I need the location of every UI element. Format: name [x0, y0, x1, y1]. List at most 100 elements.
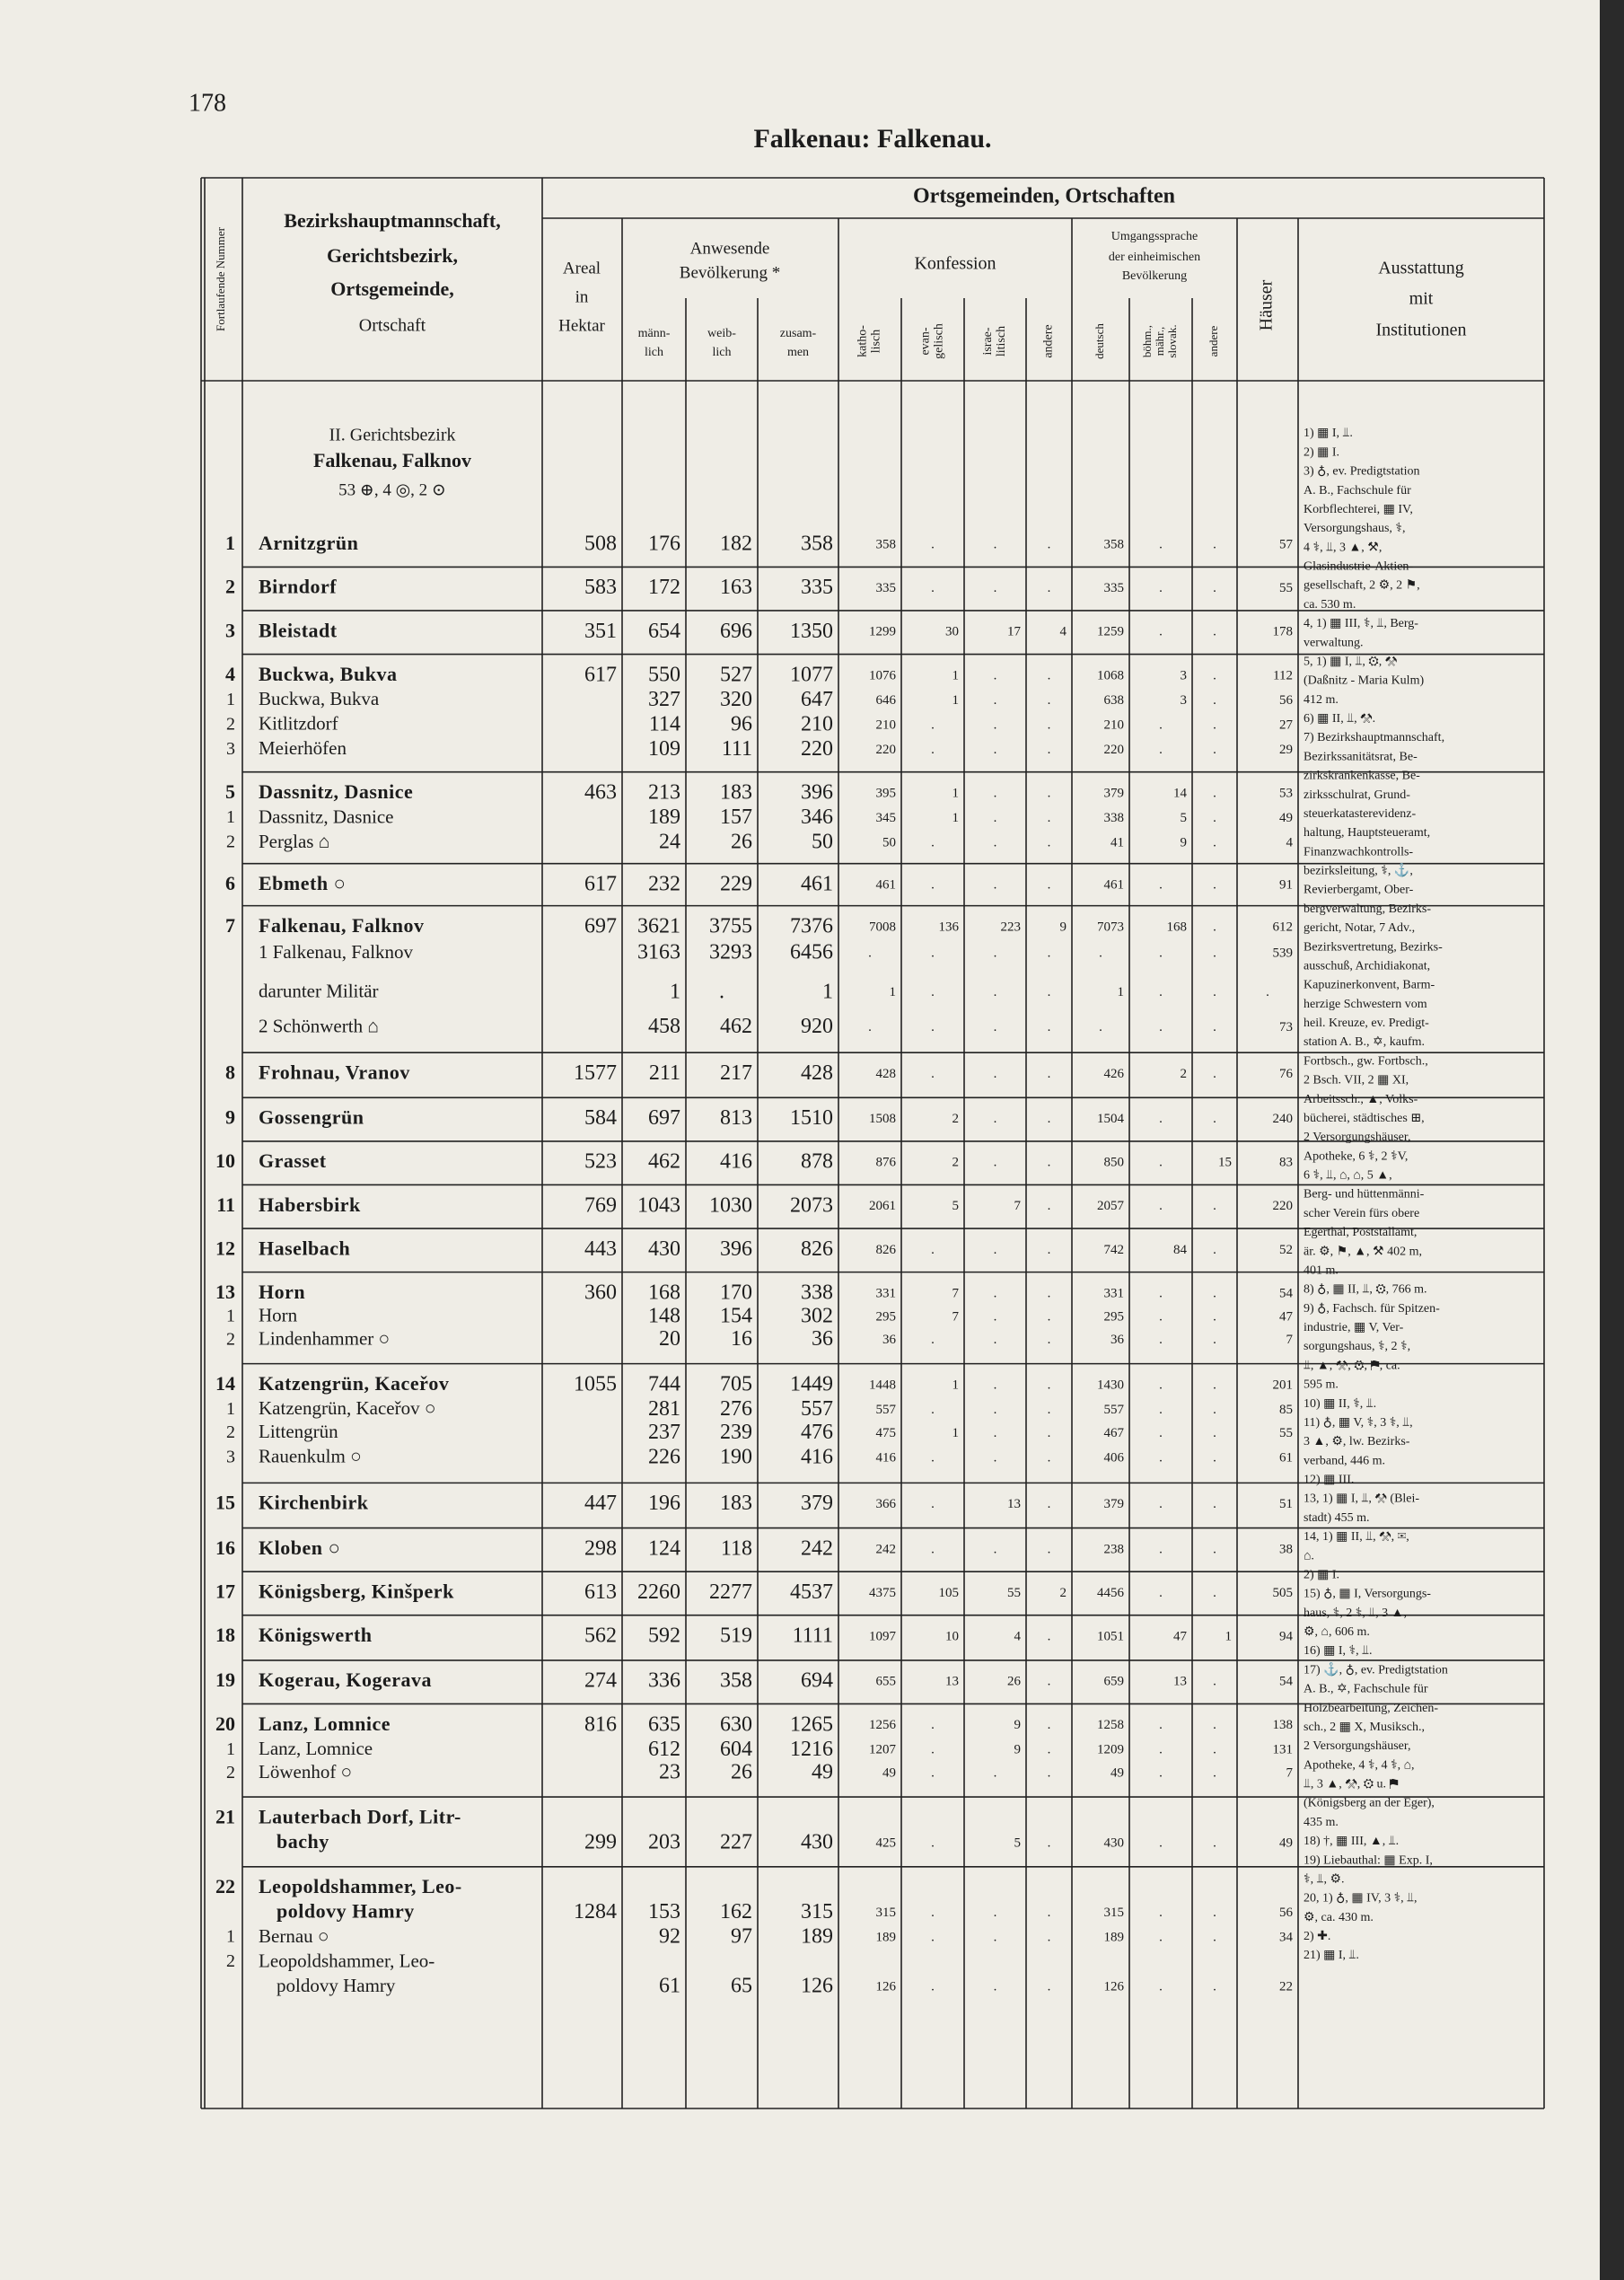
- cell: 527: [720, 663, 752, 686]
- cell: 189: [1104, 1931, 1125, 1945]
- cell: 131: [1273, 1743, 1294, 1757]
- cell: 1577: [574, 1061, 617, 1085]
- cell: .: [994, 946, 997, 961]
- cell: 73: [1279, 1020, 1293, 1034]
- sub-place-name: Buckwa, Bukva: [259, 688, 380, 709]
- cell: 7008: [869, 920, 896, 934]
- section-heading: 53 ⊕, 4 ◎, 2 ⊙: [338, 480, 446, 499]
- cell: 281: [648, 1397, 680, 1421]
- cell: .: [1159, 1586, 1163, 1600]
- cell: 189: [801, 1925, 833, 1949]
- cell: 56: [1279, 1906, 1294, 1920]
- cell: .: [1213, 1675, 1216, 1689]
- sub-place-name: Leopoldshammer, Leo-: [259, 1950, 435, 1971]
- place-name: Frohnau, Vranov: [259, 1061, 410, 1083]
- cell: 2: [1060, 1586, 1067, 1600]
- header-text: Areal: [563, 259, 601, 277]
- cell: .: [1159, 1378, 1163, 1392]
- header-text: Ortsgemeinde,: [330, 277, 453, 300]
- cell: .: [1213, 1718, 1216, 1732]
- cell: 9: [1014, 1743, 1022, 1757]
- cell: 4: [1286, 835, 1294, 849]
- cell: .: [994, 1156, 997, 1170]
- cell: .: [994, 1378, 997, 1392]
- cell: 118: [721, 1536, 752, 1560]
- equipment-note: steuerkatasterevidenz-: [1304, 807, 1416, 821]
- cell: 336: [648, 1669, 680, 1693]
- sub-place-name: Littengrün: [259, 1421, 338, 1442]
- cell: .: [994, 1243, 997, 1257]
- cell: 1: [1118, 985, 1125, 999]
- equipment-note: haus, ⚕, 2 ⚕, ⫫, 3 ▲,: [1304, 1607, 1407, 1620]
- cell: 227: [720, 1830, 752, 1853]
- header-text: Fortlaufende Nummer: [214, 226, 227, 331]
- cell: 54: [1279, 1286, 1294, 1300]
- cell: 226: [648, 1445, 680, 1468]
- equipment-note: 7) Bezirkshauptmannschaft,: [1304, 731, 1444, 744]
- cell: 220: [876, 743, 897, 757]
- equipment-note: 20, 1) ♁, ▦ IV, 3 ⚕, ⫫,: [1304, 1892, 1418, 1906]
- cell: 2260: [637, 1580, 680, 1604]
- cell: 654: [648, 620, 680, 643]
- equipment-note: Egerthal, Poststallamt,: [1304, 1226, 1417, 1239]
- equipment-note: ⚙, ⌂, 606 m.: [1304, 1625, 1370, 1639]
- cell: 1055: [574, 1372, 617, 1395]
- cell: 462: [720, 1015, 752, 1038]
- header-text: deutsch: [1093, 323, 1106, 359]
- equipment-note: 18) †, ▦ III, ▲, ⫫.: [1304, 1835, 1399, 1848]
- cell: 7: [1286, 1766, 1294, 1781]
- place-name: Katzengrün, Kaceřov: [259, 1372, 449, 1395]
- equipment-note: 595 m.: [1304, 1378, 1339, 1392]
- sub-number: 2: [226, 714, 235, 734]
- cell: .: [1213, 985, 1216, 999]
- equipment-note: Revierbergamt, Ober-: [1304, 884, 1414, 897]
- row-number: 10: [215, 1149, 235, 1172]
- cell: 55: [1007, 1586, 1021, 1600]
- cell: .: [1213, 1931, 1216, 1945]
- cell: .: [931, 1333, 935, 1347]
- cell: .: [1213, 946, 1216, 961]
- header-text: zusam-: [780, 327, 817, 340]
- cell: 157: [720, 805, 752, 829]
- header-text: weib-: [707, 327, 736, 340]
- cell: 1265: [790, 1712, 833, 1736]
- cell: 396: [801, 780, 833, 804]
- cell: 61: [659, 1975, 680, 1998]
- cell: .: [931, 1450, 935, 1465]
- equipment-note: stadt) 455 m.: [1304, 1511, 1370, 1525]
- equipment-note: 12) ▦ III.: [1304, 1474, 1354, 1487]
- equipment-note: 4 ⚕, ⫫, 3 ▲, ⚒,: [1304, 541, 1382, 554]
- cell: 617: [584, 872, 617, 895]
- cell: .: [1159, 1403, 1163, 1417]
- place-name: Birndorf: [259, 576, 337, 598]
- cell: 9: [1181, 835, 1188, 849]
- cell: 1111: [793, 1624, 833, 1647]
- cell: 1258: [1097, 1718, 1124, 1732]
- cell: .: [1213, 1067, 1216, 1081]
- cell: .: [1213, 1743, 1216, 1757]
- equipment-note: Apotheke, 4 ⚕, 4 ⚕, ⌂,: [1304, 1758, 1414, 1772]
- header-text: Umgangssprache: [1111, 230, 1198, 243]
- cell: .: [1159, 1156, 1163, 1170]
- cell: .: [1159, 1286, 1163, 1300]
- cell: 148: [648, 1304, 680, 1327]
- cell: .: [994, 1286, 997, 1300]
- cell: .: [1213, 581, 1216, 595]
- equipment-note: 2) ▦ I.: [1304, 445, 1339, 459]
- cell: 351: [584, 620, 617, 643]
- cell: 406: [1104, 1450, 1125, 1465]
- header-text: böhm.,: [1140, 325, 1154, 357]
- sub-place-name: Löwenhof ○: [259, 1761, 352, 1783]
- cell: 36: [1110, 1333, 1125, 1347]
- cell: 2061: [869, 1199, 896, 1213]
- equipment-note: Berg- und hüttenmänni-: [1304, 1188, 1425, 1202]
- cell: 1: [1225, 1629, 1233, 1643]
- equipment-note: Holzbearbeitung, Zeichen-: [1304, 1702, 1438, 1715]
- cell: .: [994, 1931, 997, 1945]
- cell: 299: [584, 1830, 617, 1853]
- equipment-note: industrie, ▦ V, Ver-: [1304, 1321, 1404, 1334]
- cell: .: [994, 1906, 997, 1920]
- cell: 1430: [1097, 1378, 1124, 1392]
- cell: 1449: [790, 1372, 833, 1395]
- header-text: in: [575, 287, 589, 306]
